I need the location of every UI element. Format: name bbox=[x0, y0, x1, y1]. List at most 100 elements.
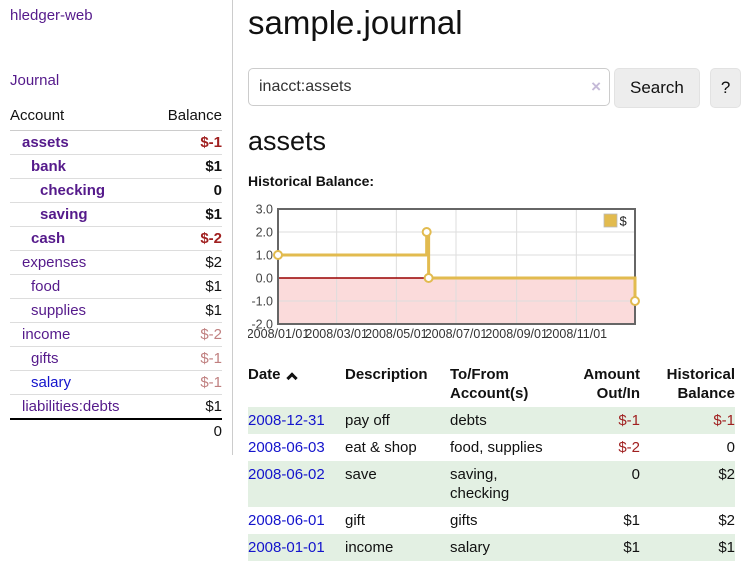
transaction-date-link[interactable]: 2008-01-01 bbox=[248, 539, 325, 556]
account-row: expenses $2 bbox=[10, 250, 222, 275]
main-content: sample.journal × Search ? assets Histori… bbox=[233, 0, 742, 561]
transaction-balance: $2 bbox=[718, 512, 735, 529]
transaction-accounts: salary bbox=[450, 539, 491, 556]
clear-search-icon[interactable]: × bbox=[591, 77, 601, 96]
register-table-body: 2008-12-31 pay off debts $-1 $-1 2008-06-03 ea… bbox=[248, 407, 735, 561]
transaction-description: eat & shop bbox=[345, 439, 417, 456]
chart-canvas: 3.0 2.0 1.0 0.0 -1.0 -2.02008/01/012008/03/01… bbox=[248, 203, 640, 341]
register-header-row: Date Description To/From Account(s) Amou… bbox=[248, 363, 735, 407]
register-header-description: Description bbox=[345, 366, 428, 383]
search-box: × bbox=[248, 68, 610, 108]
account-link[interactable]: checking bbox=[40, 182, 106, 199]
account-link[interactable]: expenses bbox=[22, 254, 87, 271]
sidebar: hledger-web Journal Account Balance asse… bbox=[0, 0, 233, 455]
accounts-header-row: Account Balance bbox=[10, 104, 222, 131]
transaction-balance: 0 bbox=[726, 439, 735, 456]
app-root: hledger-web Journal Account Balance asse… bbox=[0, 0, 742, 561]
transaction-date-link[interactable]: 2008-06-02 bbox=[248, 466, 325, 483]
data-point-marker bbox=[630, 296, 640, 306]
account-row: bank $1 bbox=[10, 154, 222, 179]
account-link[interactable]: supplies bbox=[31, 302, 87, 319]
brand-link[interactable]: hledger-web bbox=[10, 7, 93, 24]
transaction-date-link[interactable]: 2008-06-01 bbox=[248, 512, 325, 529]
account-row: income $-2 bbox=[10, 322, 222, 347]
account-link[interactable]: liabilities:debts bbox=[22, 398, 120, 415]
accounts-total-row: 0 bbox=[10, 418, 222, 443]
account-balance: $-1 bbox=[151, 130, 222, 155]
transaction-amount: $1 bbox=[623, 539, 640, 556]
accounts-table-body: assets $-1 bank $1 checking 0 saving $1 cash $-2 e… bbox=[10, 130, 222, 420]
register-row: 2008-06-02 save saving, checking 0 $2 bbox=[248, 461, 735, 507]
account-balance: $1 bbox=[151, 298, 222, 323]
account-link[interactable]: gifts bbox=[31, 350, 59, 367]
help-button[interactable]: ? bbox=[709, 68, 742, 108]
account-balance: $2 bbox=[151, 250, 222, 275]
account-row: salary $-1 bbox=[10, 370, 222, 395]
accounts-header-balance: Balance bbox=[151, 104, 222, 131]
account-link[interactable]: salary bbox=[31, 374, 72, 391]
account-row: cash $-2 bbox=[10, 226, 222, 251]
x-axis-tick-label: 2008/05/01 bbox=[365, 327, 428, 341]
account-balance: $-2 bbox=[151, 322, 222, 347]
account-link[interactable]: saving bbox=[40, 206, 88, 223]
transaction-accounts: saving, checking bbox=[450, 466, 510, 502]
data-point-marker bbox=[421, 227, 432, 237]
legend-label: $ bbox=[620, 214, 628, 229]
account-link[interactable]: assets bbox=[22, 134, 69, 151]
account-row: checking 0 bbox=[10, 178, 222, 203]
sort-asc-icon bbox=[285, 372, 298, 384]
transaction-balance: $-1 bbox=[713, 412, 735, 429]
account-row: gifts $-1 bbox=[10, 346, 222, 371]
accounts-total-value: 0 bbox=[151, 418, 222, 443]
transaction-balance: $2 bbox=[718, 466, 735, 483]
account-link[interactable]: cash bbox=[31, 230, 66, 247]
transaction-accounts: debts bbox=[450, 412, 487, 429]
y-axis-tick-label: -1.0 bbox=[251, 295, 273, 309]
y-axis-tick-label: 3.0 bbox=[256, 203, 273, 217]
historical-balance-chart: 3.0 2.0 1.0 0.0 -1.0 -2.0 2008/01/01 2008/03/01… bbox=[248, 202, 741, 342]
x-axis-tick-label: 2008/01/01 bbox=[248, 327, 309, 341]
data-point-marker bbox=[273, 250, 283, 260]
account-row: liabilities:debts $1 bbox=[10, 395, 222, 420]
search-form: × Search ? bbox=[248, 68, 742, 108]
account-balance: $-1 bbox=[151, 346, 222, 371]
account-link[interactable]: income bbox=[22, 326, 71, 343]
search-button[interactable]: Search bbox=[614, 68, 700, 108]
account-balance: $1 bbox=[151, 154, 222, 179]
y-axis-tick-label: -2.0 bbox=[251, 318, 273, 332]
transaction-date-link[interactable]: 2008-06-03 bbox=[248, 439, 325, 456]
x-axis-tick-label: 2008/09/01 bbox=[485, 327, 548, 341]
accounts-header-account: Account bbox=[10, 104, 152, 131]
transaction-accounts: food, supplies bbox=[450, 439, 543, 456]
account-balance: $1 bbox=[151, 202, 222, 227]
transaction-description: gift bbox=[345, 512, 366, 529]
register-header-date[interactable]: Date bbox=[248, 363, 345, 407]
transaction-date-link[interactable]: 2008-12-31 bbox=[248, 412, 325, 429]
account-row: assets $-1 bbox=[10, 130, 222, 155]
data-point-marker bbox=[423, 273, 434, 283]
x-axis-tick-label: 2008/03/01 bbox=[305, 327, 368, 341]
register-row: 2008-06-03 eat & shop food, supplies $-2 0 bbox=[248, 434, 735, 461]
account-heading: assets bbox=[248, 126, 327, 156]
transaction-amount: $-1 bbox=[618, 412, 640, 429]
sidebar-item-journal[interactable]: Journal bbox=[10, 72, 60, 89]
transaction-accounts: gifts bbox=[450, 512, 478, 529]
account-row: food $1 bbox=[10, 274, 222, 299]
account-link[interactable]: food bbox=[31, 278, 61, 295]
account-balance: $-2 bbox=[151, 226, 222, 251]
account-link[interactable]: bank bbox=[31, 158, 67, 175]
register-row: 2008-12-31 pay off debts $-1 $-1 bbox=[248, 407, 735, 434]
legend-swatch bbox=[603, 213, 618, 228]
register-row: 2008-01-01 income salary $1 $1 bbox=[248, 534, 735, 561]
register-row: 2008-06-01 gift gifts $1 $2 bbox=[248, 507, 735, 534]
transaction-amount: $1 bbox=[623, 512, 640, 529]
accounts-table: Account Balance assets $-1 bank $1 checking 0… bbox=[10, 104, 222, 443]
account-balance: $1 bbox=[151, 274, 222, 299]
account-balance: $1 bbox=[205, 398, 222, 415]
y-axis-tick-label: 1.0 bbox=[256, 249, 273, 263]
transaction-description: income bbox=[345, 539, 394, 556]
x-axis-tick-label: 2008/11/01 bbox=[545, 327, 607, 341]
y-axis-tick-label: 0.0 bbox=[256, 272, 273, 286]
search-input[interactable] bbox=[248, 68, 610, 106]
account-row: supplies $1 bbox=[10, 298, 222, 323]
